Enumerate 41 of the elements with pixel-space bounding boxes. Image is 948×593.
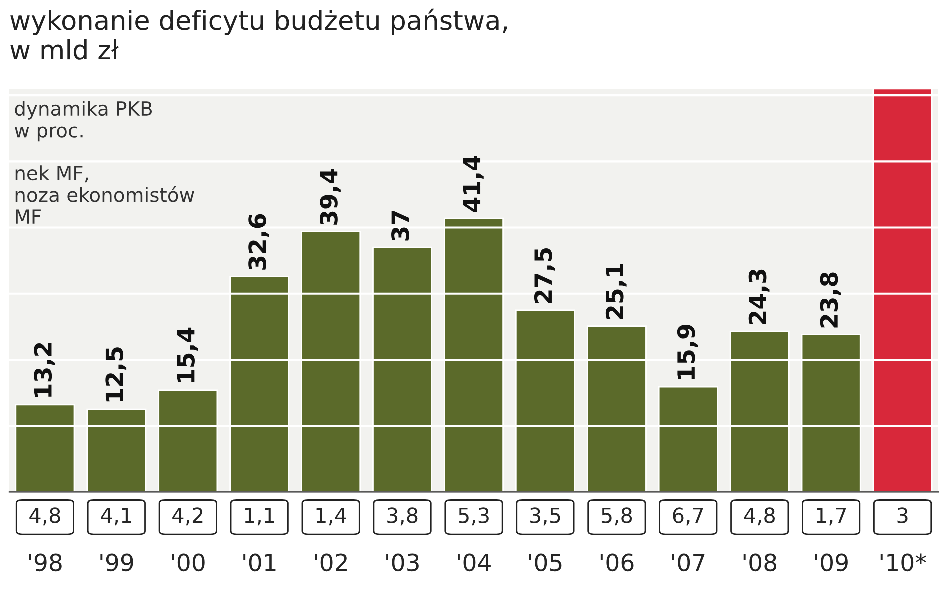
data-label: 41,4 — [463, 156, 484, 212]
data-label: 15,4 — [177, 328, 198, 382]
x-tick-label: '07 — [672, 554, 705, 572]
annotation: dynamika PKB w proc. — [14, 101, 152, 142]
x-tick-label: '05 — [529, 554, 562, 572]
text: 3,5 — [530, 508, 560, 526]
text: 6,7 — [673, 508, 704, 526]
x-tick-label: '10* — [880, 554, 926, 572]
text: 5,3 — [459, 508, 489, 526]
x-tick-label: '02 — [315, 554, 347, 572]
x-tick-label: '03 — [386, 554, 419, 572]
data-label: 12,5 — [106, 348, 127, 402]
text: 1,1 — [245, 508, 274, 526]
text: 4,8 — [30, 508, 60, 526]
text: 3,8 — [388, 508, 418, 526]
text: 4,1 — [101, 508, 132, 526]
text: 3 — [898, 508, 908, 524]
x-tick-label: '01 — [244, 554, 276, 572]
x-tick-label: '99 — [100, 554, 134, 572]
x-tick-label: '00 — [172, 554, 205, 572]
chart-title: wykonanie deficytu budżetu państwa, w mld zł — [10, 8, 507, 60]
text: 4,2 — [172, 508, 203, 526]
data-label: 25,1 — [606, 264, 627, 320]
x-tick-label: '04 — [458, 554, 491, 572]
x-tick-label: '98 — [29, 554, 62, 572]
x-tick-label: '09 — [815, 554, 848, 572]
data-label: 32,6 — [248, 214, 270, 270]
data-label: 23,8 — [820, 272, 842, 328]
data-label: 37 — [392, 211, 410, 241]
text: 1,7 — [817, 508, 846, 526]
data-label: 13,2 — [34, 343, 56, 397]
x-tick-label: '08 — [744, 554, 777, 572]
x-tick-label: '06 — [600, 554, 634, 572]
data-label: 24,3 — [748, 270, 770, 324]
data-label: 39,4 — [320, 169, 341, 225]
text: 1,4 — [316, 508, 346, 526]
text: 5,8 — [602, 508, 632, 526]
data-label: 15,9 — [677, 325, 698, 380]
data-label: 27,5 — [534, 248, 556, 304]
text: 4,8 — [744, 508, 775, 526]
annotation: nek MF, noza ekonomistów MF — [16, 166, 194, 224]
